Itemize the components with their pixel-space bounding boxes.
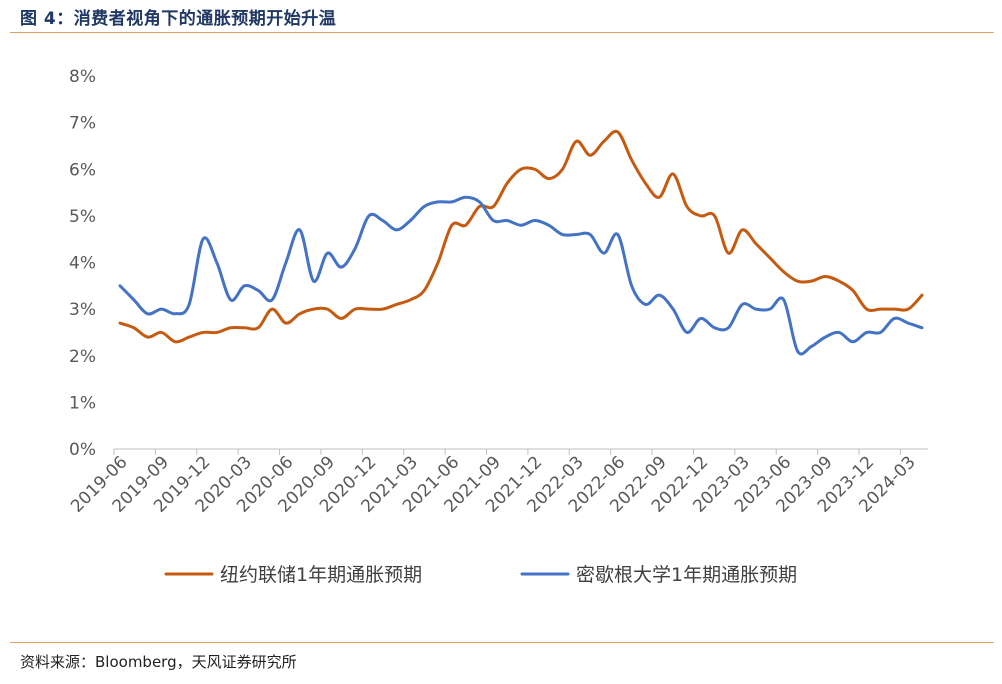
y-tick-label: 6%: [69, 160, 96, 180]
series-lines: [118, 129, 924, 356]
series-line-1: [118, 195, 924, 356]
y-tick-label: 4%: [69, 254, 96, 274]
source-note: 资料来源：Bloomberg，天风证券研究所: [20, 653, 297, 671]
legend: 纽约联储1年期通胀预期 密歇根大学1年期通胀预期: [164, 564, 797, 586]
y-tick-label: 7%: [69, 114, 96, 134]
footer-rule: [10, 642, 994, 643]
y-tick-label: 0%: [69, 440, 96, 460]
series-line-0: [118, 129, 924, 344]
y-tick-label: 8%: [69, 67, 96, 87]
y-tick-label: 5%: [69, 207, 96, 227]
y-tick-label: 2%: [69, 347, 96, 367]
legend-label-0: 纽约联储1年期通胀预期: [220, 564, 422, 586]
y-tick-label: 1%: [69, 393, 96, 413]
y-tick-label: 3%: [69, 300, 96, 320]
y-axis: 0% 1% 2% 3% 4% 5% 6% 7% 8%: [69, 67, 96, 460]
line-chart: 0% 1% 2% 3% 4% 5% 6% 7% 8% 2019-062019-092019-12…: [67, 67, 928, 586]
header-rule: [10, 32, 994, 33]
x-axis: 2019-062019-092019-122020-032020-062020-…: [67, 448, 928, 517]
legend-label-1: 密歇根大学1年期通胀预期: [576, 564, 797, 586]
figure-title: 图 4：消费者视角下的通胀预期开始升温: [20, 9, 337, 29]
